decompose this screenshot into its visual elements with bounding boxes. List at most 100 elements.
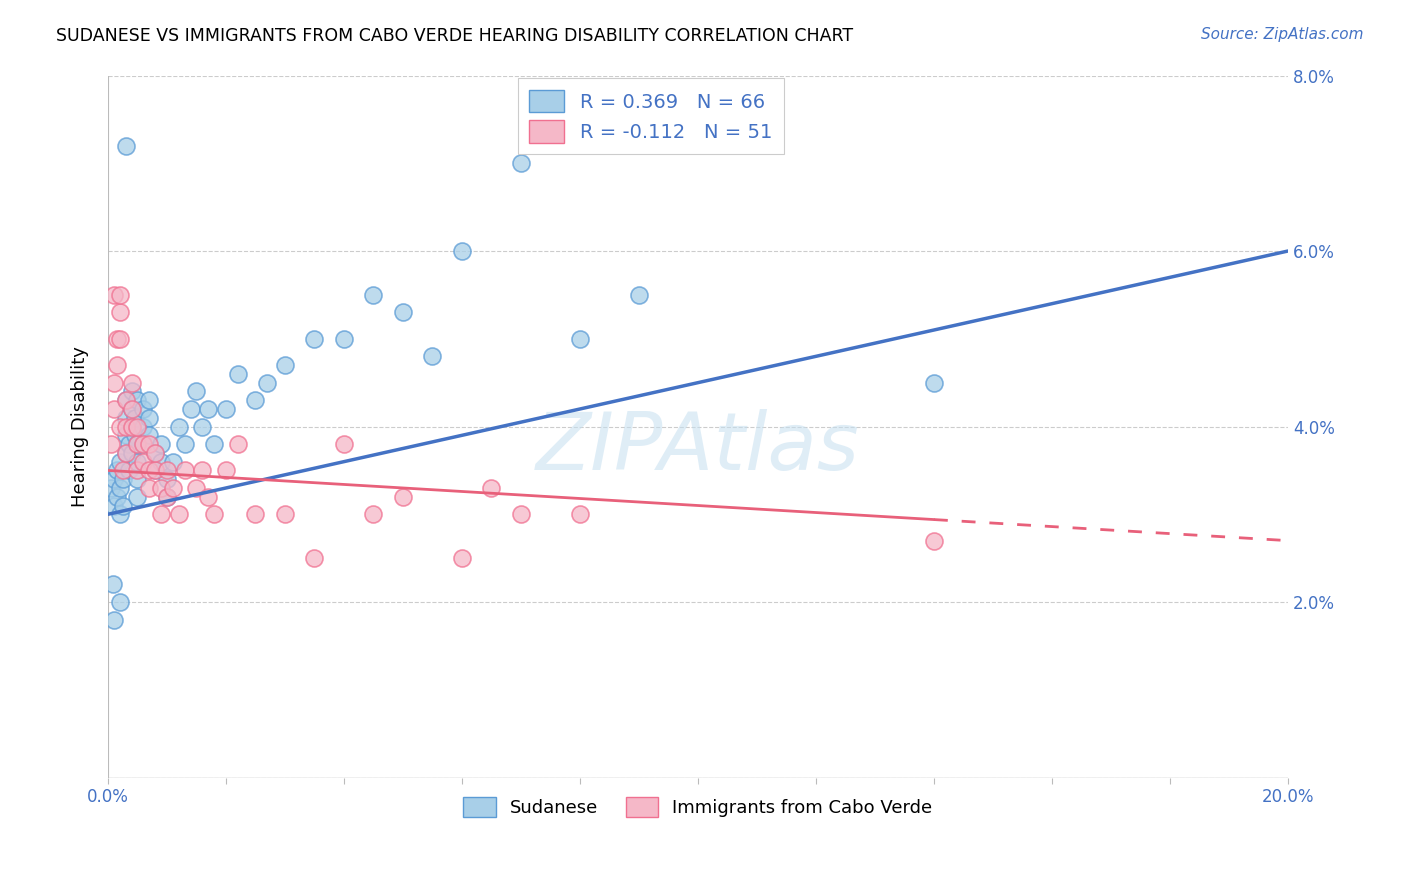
Point [333, 332, 356, 346]
Point [127, 463, 149, 477]
Point [392, 490, 415, 504]
Point [333, 437, 356, 451]
Point [627, 288, 650, 302]
Point [114, 419, 136, 434]
Point [121, 384, 143, 399]
Point [132, 437, 155, 451]
Point [108, 419, 131, 434]
Point [363, 288, 385, 302]
Point [138, 463, 160, 477]
Point [127, 437, 149, 451]
Point [100, 481, 122, 495]
Y-axis label: Hearing Disability: Hearing Disability [72, 346, 89, 507]
Point [245, 393, 267, 408]
Point [173, 463, 195, 477]
Point [481, 481, 503, 495]
Point [226, 437, 249, 451]
Point [121, 419, 143, 434]
Point [150, 437, 173, 451]
Point [451, 244, 474, 258]
Point [138, 393, 160, 408]
Point [510, 156, 533, 170]
Point [202, 437, 225, 451]
Point [226, 367, 249, 381]
Point [180, 402, 202, 417]
Point [127, 472, 149, 486]
Point [103, 472, 125, 486]
Point [304, 332, 326, 346]
Point [101, 577, 124, 591]
Point [568, 332, 591, 346]
Point [363, 508, 385, 522]
Point [150, 508, 173, 522]
Point [392, 305, 415, 319]
Point [103, 376, 125, 390]
Point [114, 393, 136, 408]
Point [197, 490, 219, 504]
Point [114, 393, 136, 408]
Point [150, 481, 173, 495]
Point [138, 481, 160, 495]
Point [105, 463, 128, 477]
Point [127, 490, 149, 504]
Point [127, 419, 149, 434]
Point [111, 472, 134, 486]
Point [138, 410, 160, 425]
Point [121, 402, 143, 417]
Point [143, 446, 166, 460]
Text: SUDANESE VS IMMIGRANTS FROM CABO VERDE HEARING DISABILITY CORRELATION CHART: SUDANESE VS IMMIGRANTS FROM CABO VERDE H… [56, 27, 853, 45]
Point [167, 419, 190, 434]
Point [105, 358, 128, 372]
Point [202, 508, 225, 522]
Point [568, 508, 591, 522]
Point [143, 463, 166, 477]
Point [121, 376, 143, 390]
Point [121, 446, 143, 460]
Point [124, 428, 146, 442]
Point [108, 305, 131, 319]
Point [105, 332, 128, 346]
Point [510, 508, 533, 522]
Point [121, 419, 143, 434]
Point [156, 490, 179, 504]
Point [127, 437, 149, 451]
Text: ZIPAtlas: ZIPAtlas [536, 409, 860, 487]
Point [114, 446, 136, 460]
Point [215, 402, 238, 417]
Point [111, 499, 134, 513]
Point [167, 508, 190, 522]
Point [132, 402, 155, 417]
Point [105, 490, 128, 504]
Point [162, 481, 184, 495]
Point [922, 376, 945, 390]
Point [132, 455, 155, 469]
Point [108, 481, 131, 495]
Point [121, 402, 143, 417]
Point [138, 437, 160, 451]
Point [100, 437, 122, 451]
Point [114, 410, 136, 425]
Point [103, 613, 125, 627]
Point [156, 472, 179, 486]
Point [156, 490, 179, 504]
Point [186, 384, 208, 399]
Point [108, 508, 131, 522]
Point [274, 508, 297, 522]
Point [215, 463, 238, 477]
Point [108, 288, 131, 302]
Point [132, 437, 155, 451]
Point [143, 463, 166, 477]
Point [197, 402, 219, 417]
Point [103, 402, 125, 417]
Point [108, 595, 131, 609]
Point [245, 508, 267, 522]
Point [111, 463, 134, 477]
Point [143, 446, 166, 460]
Text: Source: ZipAtlas.com: Source: ZipAtlas.com [1201, 27, 1364, 42]
Point [422, 349, 444, 363]
Point [191, 419, 214, 434]
Point [162, 455, 184, 469]
Point [108, 455, 131, 469]
Point [138, 428, 160, 442]
Point [274, 358, 297, 372]
